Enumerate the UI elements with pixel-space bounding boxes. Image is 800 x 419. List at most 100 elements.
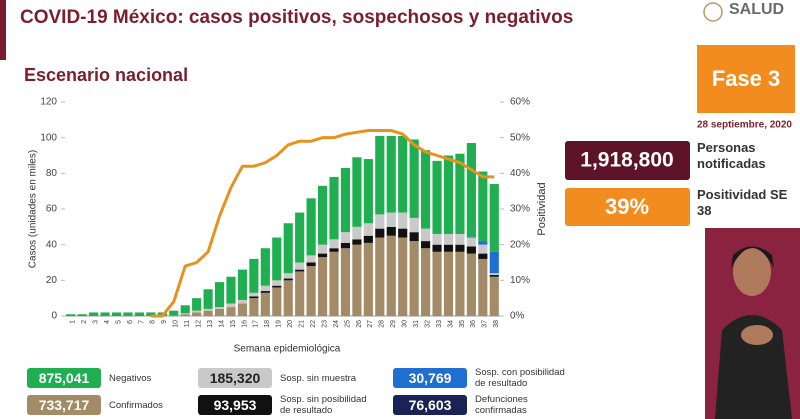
x-tick-label: 37 [482, 320, 489, 328]
bar-segment [340, 232, 351, 243]
y-axis-label: Casos (unidades en miles) [28, 150, 39, 268]
x-tick-label: 6 [127, 320, 134, 324]
x-tick-label: 32 [424, 320, 431, 328]
notified-number: 1,918,800 [580, 149, 673, 172]
bar-segment [489, 273, 499, 275]
bar-segment [169, 315, 179, 316]
x-tick-label: 20 [287, 320, 294, 328]
bar-segment [455, 251, 465, 316]
bar-segment [226, 307, 236, 316]
bar-segment [421, 241, 431, 249]
bar-segment [306, 198, 316, 256]
bar-segment [214, 308, 225, 316]
bar-segment [329, 239, 339, 249]
bar-segment [272, 280, 282, 286]
interpreter-body [715, 315, 792, 419]
bar-segment [134, 312, 144, 316]
positivity-label: Positividad SE 38 [697, 187, 788, 218]
bar-segment [214, 282, 225, 308]
bar-segment [352, 239, 362, 245]
interpreter-video [705, 228, 800, 419]
bar-segment [203, 308, 213, 311]
bar-segment [89, 312, 99, 316]
bar-segment [249, 296, 259, 299]
legend-total: 185,320 [198, 368, 272, 388]
bar-segment [306, 266, 316, 316]
bar-segment [237, 269, 248, 300]
bar-segment [363, 223, 373, 236]
bar-segment [249, 292, 259, 297]
bar-segment [489, 184, 499, 252]
bar-segment [146, 312, 156, 316]
y-tick-label: 40 [46, 239, 58, 250]
bar-segment [340, 167, 351, 233]
bar-segment [375, 135, 385, 215]
x-tick-label: 23 [321, 320, 328, 328]
legend-label: Sosp. sin muestra [280, 373, 357, 384]
positivity-label-box: Positividad SE 38 [697, 187, 788, 218]
bar-segment [398, 135, 408, 213]
bar-segment [478, 253, 488, 259]
x-tick-label: 30 [402, 320, 409, 328]
bar-segment [340, 242, 351, 249]
x-tick-label: 16 [241, 320, 248, 328]
notified-label-box: Personas notificadas [697, 140, 766, 171]
y2-axis-label: Positividad [536, 182, 548, 235]
bar-segment [317, 257, 328, 316]
bar-segment [421, 248, 431, 316]
bar-segment [386, 212, 396, 227]
bar-segment [169, 310, 179, 316]
bar-segment [226, 303, 236, 308]
y2-tick-label: 30% [510, 204, 530, 215]
bar-segment [398, 212, 408, 229]
bar-segment [375, 228, 385, 238]
x-tick-label: 7 [138, 320, 145, 324]
bar-segment [386, 226, 396, 236]
bar-segment [283, 273, 293, 279]
x-tick-label: 1 [70, 320, 77, 324]
bar-segment [455, 153, 465, 234]
bar-segment [489, 251, 499, 274]
bar-segment [192, 298, 202, 311]
x-tick-label: 10 [173, 320, 180, 328]
bar-segment [180, 305, 190, 314]
x-tick-label: 27 [367, 320, 374, 328]
x-tick-label: 36 [470, 320, 477, 328]
bar-segment [363, 242, 373, 316]
bar-segment [466, 143, 476, 237]
side-stripe [0, 0, 6, 60]
bar-segment [249, 258, 259, 293]
legend-total: 30,769 [393, 368, 467, 388]
bar-segment [329, 251, 339, 316]
bar-segment [363, 159, 373, 224]
x-tick-label: 38 [493, 320, 500, 328]
y2-tick-label: 40% [510, 168, 530, 179]
x-axis-label: Semana epidemiológica [234, 344, 341, 355]
bar-segment [192, 312, 202, 316]
date: 28 septiembre, 2020 [697, 120, 792, 131]
bar-segment [398, 237, 408, 316]
bar-segment [317, 253, 328, 258]
bar-segment [478, 258, 488, 316]
positivity-number: 39% [605, 194, 649, 219]
bar-segment [409, 139, 419, 218]
y-tick-label: 120 [40, 97, 57, 108]
bar-segment [260, 291, 270, 293]
bar-segment [329, 248, 339, 252]
bar-segment [272, 287, 282, 316]
bar-segment [295, 271, 305, 316]
bar-segment [421, 150, 431, 229]
x-tick-label: 26 [356, 320, 363, 328]
legend-label: Sosp. con posibilidad de resultado [475, 367, 565, 389]
bar-segment [180, 313, 190, 315]
bar-segment [432, 160, 442, 234]
interpreter-hair [731, 246, 774, 268]
x-tick-label: 31 [413, 320, 420, 328]
bar-segment [375, 214, 385, 229]
bar-segment [111, 312, 122, 316]
bar-segment [352, 157, 362, 227]
x-tick-label: 18 [264, 320, 271, 328]
slide-title: COVID-19 México: casos positivos, sospec… [20, 7, 573, 28]
